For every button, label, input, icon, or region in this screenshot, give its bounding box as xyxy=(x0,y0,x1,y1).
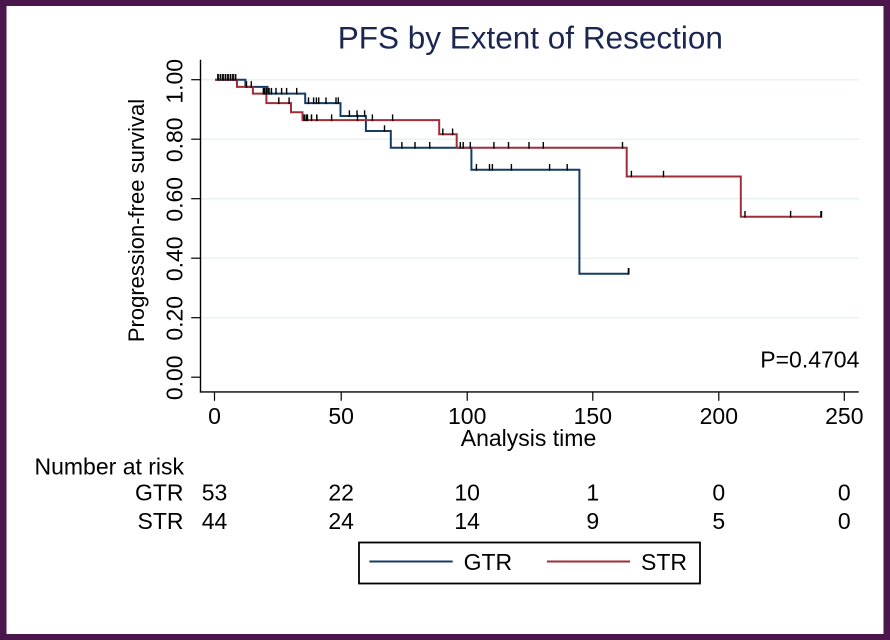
svg-text:22: 22 xyxy=(328,480,354,506)
svg-text:0: 0 xyxy=(208,403,221,429)
svg-text:100: 100 xyxy=(448,403,486,429)
svg-text:GTR: GTR xyxy=(464,549,513,575)
svg-text:STR: STR xyxy=(138,508,184,534)
svg-text:10: 10 xyxy=(454,480,480,506)
svg-text:14: 14 xyxy=(454,508,480,534)
svg-text:0.40: 0.40 xyxy=(162,236,188,281)
svg-text:STR: STR xyxy=(641,549,687,575)
svg-text:0: 0 xyxy=(838,480,851,506)
svg-text:9: 9 xyxy=(586,508,599,534)
svg-text:150: 150 xyxy=(574,403,612,429)
svg-text:53: 53 xyxy=(202,480,228,506)
svg-text:Number at risk: Number at risk xyxy=(35,453,185,479)
svg-text:0: 0 xyxy=(712,480,725,506)
svg-text:Analysis time: Analysis time xyxy=(461,425,596,451)
svg-text:50: 50 xyxy=(328,403,354,429)
svg-text:1: 1 xyxy=(586,480,599,506)
svg-text:5: 5 xyxy=(712,508,725,534)
svg-text:44: 44 xyxy=(202,508,228,534)
svg-text:0.20: 0.20 xyxy=(162,296,188,341)
svg-text:P=0.4704: P=0.4704 xyxy=(760,347,859,373)
svg-text:0.60: 0.60 xyxy=(162,177,188,222)
svg-text:Progression-free survival: Progression-free survival xyxy=(124,99,149,342)
svg-text:200: 200 xyxy=(700,403,738,429)
svg-text:250: 250 xyxy=(825,403,863,429)
svg-text:GTR: GTR xyxy=(135,480,184,506)
svg-text:0: 0 xyxy=(838,508,851,534)
svg-text:24: 24 xyxy=(328,508,354,534)
svg-text:1.00: 1.00 xyxy=(162,59,188,104)
svg-text:0.00: 0.00 xyxy=(162,355,188,400)
svg-text:0.80: 0.80 xyxy=(162,117,188,162)
svg-text:PFS by Extent of Resection: PFS by Extent of Resection xyxy=(338,19,723,55)
